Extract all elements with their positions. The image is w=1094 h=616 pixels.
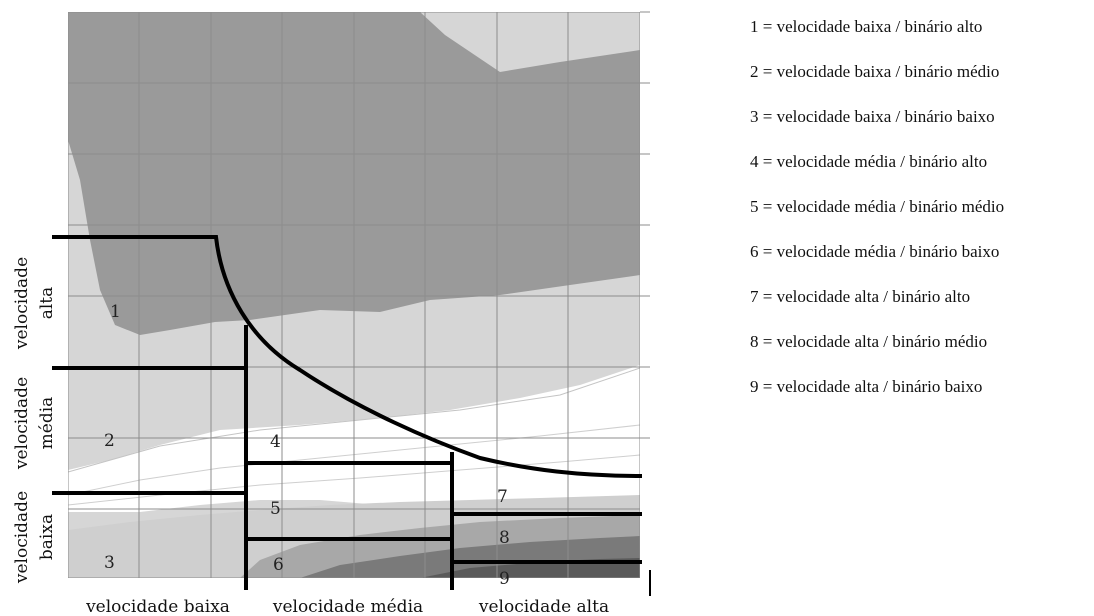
grid [68,12,640,578]
region-number-4: 4 [270,432,281,452]
legend-item-6: 6 = velocidade média / binário baixo [750,242,1000,261]
legend-item-9: 9 = velocidade alta / binário baixo [750,377,983,396]
region-number-3: 3 [104,553,115,573]
y-label-alta-line2: alta [37,287,57,320]
legend-item-2: 2 = velocidade baixa / binário médio [750,62,1000,81]
region-number-7: 7 [497,487,508,507]
region-number-2: 2 [104,431,115,451]
legend-item-4: 4 = velocidade média / binário alto [750,152,988,171]
legend-item-7: 7 = velocidade alta / binário alto [750,287,971,306]
contour-line [68,424,640,496]
y-label-baixa-line1: velocidade [12,491,32,584]
region-number-1: 1 [110,302,121,322]
region-number-6: 6 [273,555,284,575]
legend-item-8: 8 = velocidade alta / binário médio [750,332,988,351]
region-number-8: 8 [499,528,510,548]
y-label-baixa-line2: baixa [37,514,57,560]
region-number-5: 5 [270,499,281,519]
x-label-baixa: velocidade baixa [85,597,230,616]
legend-item-5: 5 = velocidade média / binário médio [750,197,1005,216]
legend: 1 = velocidade baixa / binário alto 2 = … [750,18,1004,423]
legend-item-3: 3 = velocidade baixa / binário baixo [750,107,995,126]
region-boundaries [52,235,643,590]
plot-area [68,12,640,578]
y-label-media-line1: velocidade [12,377,32,470]
region-number-9: 9 [499,569,510,589]
x-label-media: velocidade média [272,597,423,616]
y-label-media-line2: média [37,397,57,450]
y-label-alta-line1: velocidade [12,257,32,350]
x-label-alta: velocidade alta [478,597,609,616]
max-torque-curve [52,235,643,478]
legend-item-1: 1 = velocidade baixa / binário alto [750,17,983,36]
contour-line [68,367,640,473]
